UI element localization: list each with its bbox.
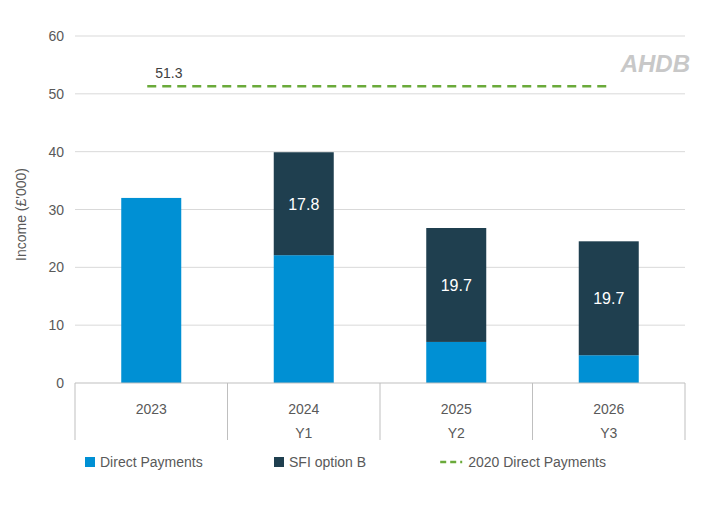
x-tick-label: 2025	[441, 401, 472, 417]
y-axis-label: Income (£'000)	[13, 168, 29, 261]
legend-swatch	[274, 457, 284, 467]
x-sublabel: Y1	[295, 425, 312, 441]
x-tick-label: 2023	[136, 401, 167, 417]
bar	[274, 152, 334, 255]
bar	[121, 198, 181, 383]
reference-label: 51.3	[155, 65, 182, 81]
bar	[426, 342, 486, 383]
y-tick-label: 60	[48, 28, 64, 44]
bar	[579, 355, 639, 383]
watermark: AHDB	[620, 50, 690, 77]
bar	[426, 228, 486, 342]
category-divider	[227, 383, 228, 440]
y-tick-label: 30	[48, 202, 64, 218]
category-divider	[380, 383, 381, 440]
category-divider	[532, 383, 533, 440]
y-tick-label: 50	[48, 86, 64, 102]
bars	[147, 86, 609, 87]
legend-swatch	[440, 461, 462, 464]
grid-line	[75, 36, 685, 37]
x-sublabel: Y2	[448, 425, 465, 441]
y-tick-label: 0	[56, 375, 64, 391]
category-divider	[685, 383, 686, 440]
grid-line	[75, 151, 685, 152]
legend-swatch	[85, 457, 95, 467]
grid-line	[75, 93, 685, 94]
legend-label: Direct Payments	[100, 454, 203, 470]
x-sublabel: Y3	[600, 425, 617, 441]
x-tick-label: 2026	[593, 401, 624, 417]
legend-label: 2020 Direct Payments	[468, 454, 606, 470]
category-divider	[75, 383, 76, 440]
y-tick-label: 20	[48, 259, 64, 275]
chart: 0 10 20 30 40 50 60 Income (£'000) AHDB 17.8 19.7 1…	[0, 0, 718, 511]
reference-line	[147, 85, 609, 88]
x-tick-label: 2024	[288, 401, 319, 417]
data-label: 19.7	[593, 290, 624, 307]
bar	[579, 241, 639, 355]
legend-label: SFI option B	[289, 454, 366, 470]
y-tick-label: 40	[48, 144, 64, 160]
data-label: 19.7	[441, 277, 472, 294]
y-tick-label: 10	[48, 317, 64, 333]
bar	[274, 255, 334, 383]
data-label: 17.8	[288, 196, 319, 213]
